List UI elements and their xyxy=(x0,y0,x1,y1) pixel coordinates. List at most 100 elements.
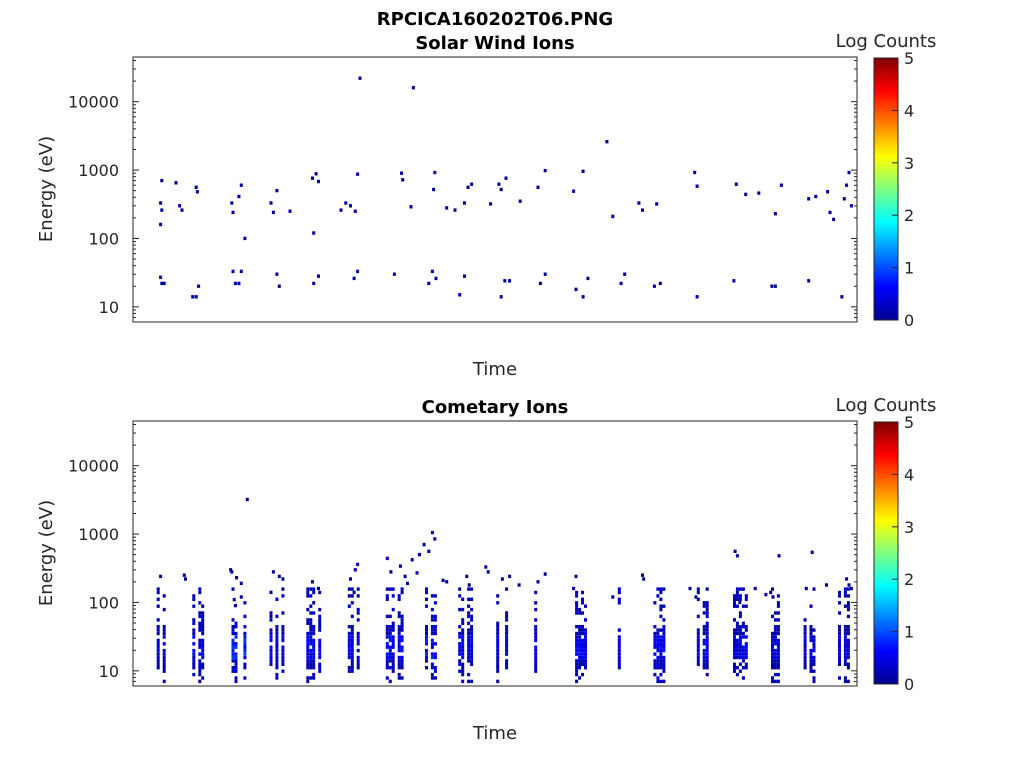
cometary-burst-cell xyxy=(803,631,807,636)
cometary-burst-cell xyxy=(388,628,392,632)
cometary-burst-cell xyxy=(388,638,392,643)
cometary-burst-cell xyxy=(578,645,582,649)
cometary-burst-cell xyxy=(773,611,777,615)
cometary-burst-cell xyxy=(397,611,401,615)
cometary-burst-cell xyxy=(385,655,389,660)
cometary-burst-cell xyxy=(356,587,360,591)
cometary-burst-cell xyxy=(738,594,742,598)
cometary-burst-cell xyxy=(809,631,813,636)
cometary-burst-cell xyxy=(534,652,538,656)
cometary-burst-cell xyxy=(771,655,774,660)
cometary-burst-cell xyxy=(470,659,474,663)
cometary-burst-cell xyxy=(312,638,316,643)
cometary-burst-cell xyxy=(534,635,538,639)
cometary-burst-cell xyxy=(838,590,841,595)
cometary-burst-cell xyxy=(581,655,584,660)
cometary-burst-cell xyxy=(458,662,462,666)
solar-wind-cell xyxy=(239,183,243,187)
solar-wind-cell xyxy=(744,192,748,197)
cometary-burst-cell xyxy=(505,618,509,622)
cometary-burst-cell xyxy=(838,594,841,598)
cometary-burst-cell xyxy=(275,642,279,646)
solar-wind-cell xyxy=(832,217,836,222)
cometary-burst-cell xyxy=(388,666,392,670)
solar-wind-ytick-label: 10 xyxy=(99,298,119,317)
cometary-burst-cell xyxy=(702,662,706,666)
cometary-burst-cell xyxy=(584,631,587,636)
cometary-burst-cell xyxy=(838,645,841,649)
cometary-burst-cell xyxy=(617,648,621,653)
cometary-cell xyxy=(245,497,249,502)
cometary-burst-cell xyxy=(234,625,238,629)
cometary-burst-cell xyxy=(198,679,202,684)
cometary-burst-cell xyxy=(741,645,745,649)
cometary-burst-cell xyxy=(505,648,509,653)
solar-wind-axes-box xyxy=(132,56,858,323)
cometary-burst-cell xyxy=(496,642,500,646)
cometary-burst-cell xyxy=(617,652,621,656)
cometary-burst-cell xyxy=(662,679,666,684)
cometary-burst-cell xyxy=(281,652,285,656)
cometary-burst-cell xyxy=(309,652,313,656)
cometary-burst-cell xyxy=(385,645,389,649)
cometary-cell xyxy=(500,577,504,581)
cometary-burst-cell xyxy=(846,625,850,629)
solar-wind-colorbar-tick-label: 4 xyxy=(904,101,914,120)
cometary-burst-cell xyxy=(306,638,310,643)
cometary-burst-cell xyxy=(659,666,663,670)
cometary-burst-cell xyxy=(653,666,657,670)
cometary-burst-cell xyxy=(312,625,316,629)
cometary-burst-cell xyxy=(350,666,354,670)
cometary-burst-cell xyxy=(192,594,196,598)
cometary-burst-cell xyxy=(356,611,360,615)
cometary-burst-cell xyxy=(534,666,538,670)
cometary-burst-cell xyxy=(843,625,847,629)
cometary-burst-cell xyxy=(425,648,428,653)
cometary-burst-cell xyxy=(385,659,389,663)
cometary-burst-cell xyxy=(192,648,196,653)
cometary-burst-cell xyxy=(771,635,774,639)
cometary-burst-cell xyxy=(656,642,660,646)
cometary-burst-cell xyxy=(534,662,538,666)
cometary-burst-cell xyxy=(231,625,235,629)
cometary-burst-cell xyxy=(534,625,538,629)
cometary-burst-cell xyxy=(400,590,404,595)
cometary-burst-cell xyxy=(809,652,813,656)
cometary-burst-cell xyxy=(234,645,238,649)
cometary-cell xyxy=(543,572,547,576)
cometary-burst-cell xyxy=(470,635,474,639)
cometary-burst-cell xyxy=(458,642,462,646)
cometary-burst-cell xyxy=(809,625,813,629)
cometary-cell xyxy=(508,574,512,579)
cometary-burst-cell xyxy=(584,662,587,666)
solar-wind-cell xyxy=(508,279,512,283)
cometary-burst-cell xyxy=(162,659,166,663)
solar-wind-cell xyxy=(581,169,585,173)
cometary-burst-cell xyxy=(656,635,660,639)
solar-wind-cell xyxy=(605,140,609,144)
cometary-burst-cell xyxy=(461,642,465,646)
cometary-burst-cell xyxy=(803,638,807,643)
cometary-burst-cell xyxy=(696,628,700,632)
cometary-cell xyxy=(352,590,356,595)
cometary-cell xyxy=(688,586,692,591)
cometary-burst-cell xyxy=(269,628,273,632)
cometary-burst-cell xyxy=(809,666,813,670)
cometary-burst-cell xyxy=(269,655,273,660)
cometary-burst-cell xyxy=(702,648,706,653)
cometary-burst-cell xyxy=(400,655,404,660)
cometary-burst-cell xyxy=(809,648,813,653)
cometary-burst-cell xyxy=(534,601,538,605)
cometary-burst-cell xyxy=(696,597,700,601)
cometary-burst-cell xyxy=(347,645,351,649)
cometary-burst-cell xyxy=(243,648,247,653)
cometary-burst-cell xyxy=(162,655,166,660)
cometary-burst-cell xyxy=(275,625,279,629)
cometary-burst-cell xyxy=(156,652,160,656)
cometary-burst-cell xyxy=(350,614,354,619)
cometary-burst-cell xyxy=(662,666,666,670)
cometary-burst-cell xyxy=(656,676,660,680)
cometary-burst-cell xyxy=(812,628,816,632)
cometary-burst-cell xyxy=(803,655,807,660)
cometary-burst-cell xyxy=(400,587,404,591)
